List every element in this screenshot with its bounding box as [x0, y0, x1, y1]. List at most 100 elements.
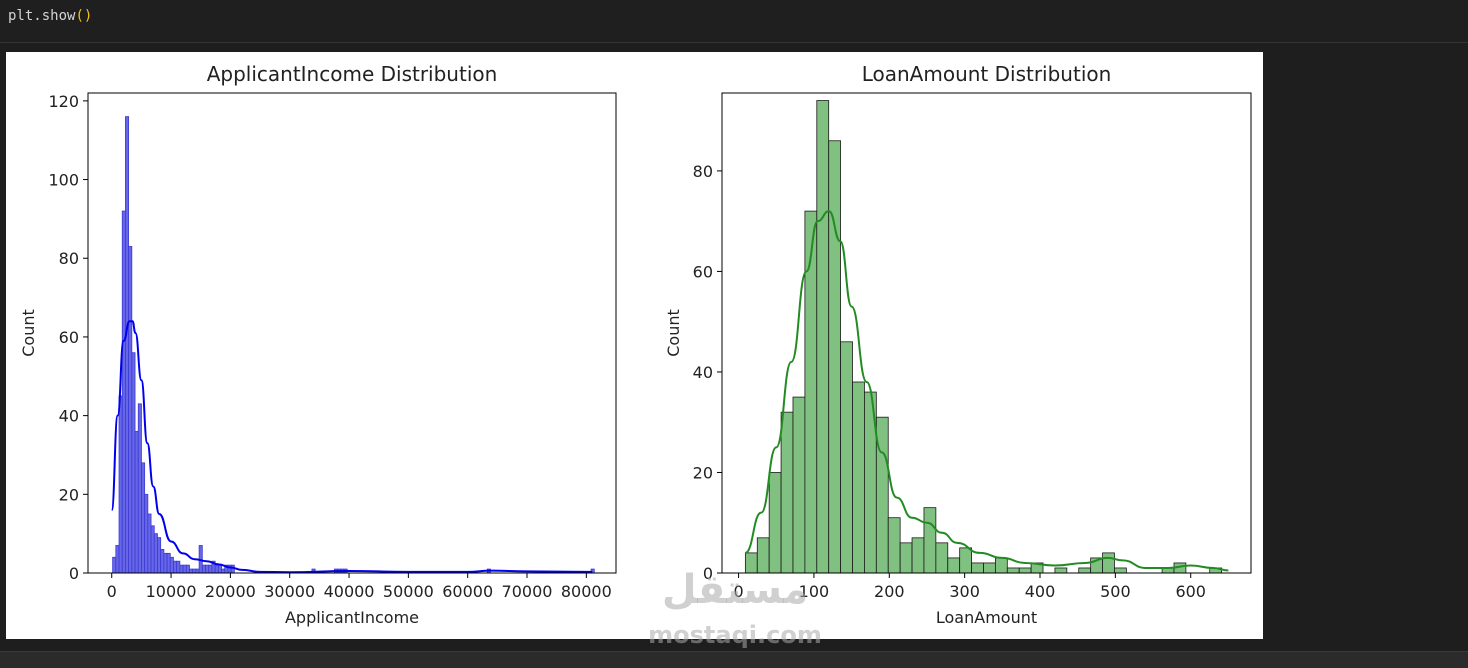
loan-bar	[816, 100, 830, 574]
income-bar	[185, 564, 190, 574]
code-cell[interactable]: plt.show()	[0, 0, 1468, 43]
loan-x-tick-label: 200	[874, 582, 905, 601]
loan-y-tick-label: 0	[703, 564, 713, 583]
loan-chart-title: LoanAmount Distribution	[862, 62, 1112, 86]
loan-bar	[959, 547, 972, 574]
loan-bar	[780, 411, 794, 574]
bottom-bar	[0, 651, 1468, 668]
code-line[interactable]: plt.show()	[8, 8, 92, 24]
loan-bar	[1054, 567, 1068, 574]
income-bar	[179, 564, 184, 574]
income-bar	[141, 462, 146, 574]
income-bar	[205, 564, 210, 574]
income-x-tick-label: 50000	[383, 582, 434, 601]
loan-bar	[744, 552, 758, 574]
loan-y-tick-label: 20	[693, 463, 713, 482]
loan-bar	[1114, 567, 1127, 574]
loan-bar	[804, 210, 818, 574]
income-bar	[118, 395, 123, 574]
income-bar	[163, 552, 168, 574]
loan-bar	[994, 557, 1008, 574]
income-bar	[147, 513, 152, 574]
income-axes-frame	[87, 92, 617, 574]
loan-x-tick-label: 0	[733, 582, 743, 601]
income-bar	[192, 568, 197, 574]
income-bar	[153, 533, 158, 574]
income-bar	[144, 493, 149, 574]
code-text: plt.show	[8, 8, 76, 24]
income-bar	[182, 564, 187, 574]
income-bar	[134, 430, 139, 574]
loan-bar	[1006, 567, 1020, 574]
income-bar	[137, 403, 142, 574]
income-bar	[112, 556, 117, 574]
loan-bar	[756, 537, 770, 574]
loan-y-axis-label: Count	[664, 309, 683, 357]
income-bar	[121, 210, 126, 574]
income-y-tick-label: 20	[59, 485, 79, 504]
loan-x-tick-label: 600	[1175, 582, 1206, 601]
income-bar	[160, 548, 165, 574]
income-x-tick-label: 10000	[146, 582, 197, 601]
income-bar	[195, 568, 200, 574]
loan-y-tick-label: 80	[693, 162, 713, 181]
income-bar	[208, 564, 213, 574]
income-x-tick-label: 60000	[442, 582, 493, 601]
loan-bar	[1102, 552, 1115, 574]
loan-bar	[983, 562, 996, 574]
income-x-axis-label: ApplicantIncome	[285, 608, 419, 627]
loan-y-tick-label: 40	[693, 363, 713, 382]
income-bar	[230, 564, 235, 574]
loan-kde-line	[744, 210, 1229, 572]
income-bar	[125, 116, 130, 574]
income-bar	[166, 552, 171, 574]
figure: 0 10000 20000 300 0 0 40000 50000 60000 70000 8000…	[6, 52, 1263, 639]
loan-bar	[887, 517, 901, 574]
loan-y-tick-label: 60	[693, 262, 713, 281]
loan-x-axis-label: LoanAmount	[936, 608, 1037, 627]
loan-x-tick-label: 400	[1025, 582, 1056, 601]
income-bar	[189, 568, 194, 574]
loan-bar	[971, 562, 984, 574]
loan-bar	[911, 537, 925, 574]
loan-bar	[1018, 567, 1032, 574]
loan-bar	[1078, 567, 1092, 574]
income-y-tick-label: 60	[59, 328, 79, 347]
income-x-tick-label: 0	[107, 582, 117, 601]
income-y-tick-label: 80	[59, 249, 79, 268]
income-bar	[150, 525, 155, 574]
income-chart-title: ApplicantIncome Distribution	[207, 62, 498, 86]
income-y-tick-label: 120	[48, 92, 79, 111]
loan-bar	[768, 472, 782, 574]
income-x-tick-label: 70000	[502, 582, 553, 601]
loan-bar	[935, 542, 949, 574]
loan-bar	[840, 341, 853, 574]
income-kde-line	[110, 320, 593, 574]
loan-bar	[923, 507, 937, 574]
loan-bar	[947, 557, 961, 574]
income-bar	[157, 537, 162, 574]
loan-x-tick-label: 100	[799, 582, 830, 601]
loan-bar	[828, 140, 842, 574]
code-parens: ()	[75, 8, 93, 24]
income-x-tick-label: 20000	[205, 582, 256, 601]
loan-axes-frame	[721, 92, 1252, 574]
figure-svg: 0 10000 20000 300 0 0 40000 50000 60000 70000 8000…	[19, 62, 1252, 627]
income-bar	[217, 564, 222, 574]
income-x-tick-label: 80000	[561, 582, 612, 601]
loan-x-tick-label: 500	[1100, 582, 1131, 601]
loan-bar	[899, 542, 913, 574]
income-bar	[131, 352, 136, 574]
loan-x-tick-label: 300	[949, 582, 980, 601]
loan-bar	[792, 396, 806, 574]
income-x-tick-label: 40000	[324, 582, 375, 601]
income-bar	[169, 556, 174, 574]
income-y-axis-label: Count	[19, 309, 38, 357]
income-bar	[176, 560, 181, 574]
income-bar	[115, 545, 120, 574]
income-y-tick-label: 0	[69, 564, 79, 583]
loan-bar	[852, 381, 865, 574]
income-bar	[173, 560, 178, 574]
income-y-tick-label: 100	[48, 171, 79, 190]
income-bar	[128, 246, 133, 574]
